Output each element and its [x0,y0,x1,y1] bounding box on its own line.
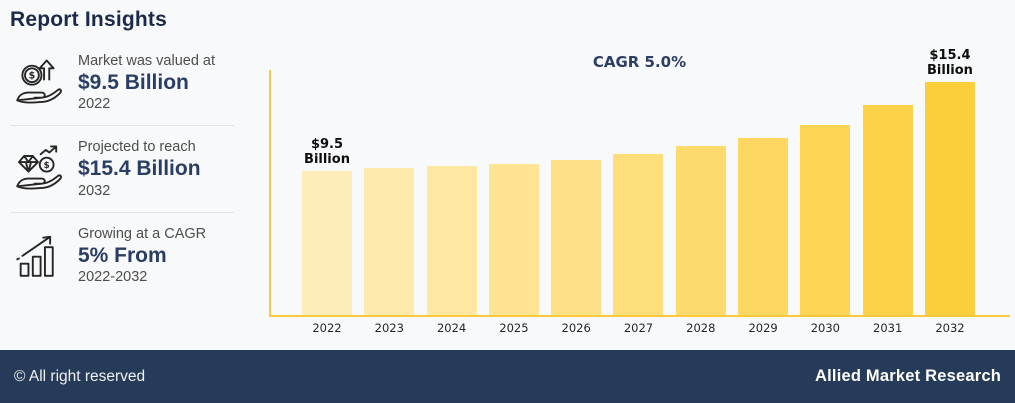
brand-text: Allied Market Research [815,367,1001,385]
insight-item-market-value: $ Market was valued at $9.5 Billion 2022 [10,40,234,125]
money-growth-hand-icon: $ [10,57,66,109]
copyright-text: © All right reserved [14,367,146,385]
bar-column-2032: $15.4 Billion [924,48,975,315]
bar-2032 [924,82,975,315]
bar-column-2027 [613,154,664,315]
x-axis-line [269,315,1010,317]
insight-caption: Market was valued at [78,53,216,69]
bar-2030 [800,125,851,315]
svg-text:$: $ [44,161,50,171]
bar-2022 [302,171,352,315]
footer: © All right reserved Allied Market Resea… [0,350,1015,403]
insight-period: 2022 [78,96,111,113]
insight-item-projection: $ Projected to reach $15.4 Billion 2032 [10,125,234,211]
insight-value: 5% From [78,243,167,267]
bar-column-2025 [488,164,539,315]
bar-2025 [488,164,539,315]
bar-2024 [426,166,477,315]
bar-column-2026 [551,160,602,315]
x-tick-labels: 2022 2023 2024 2025 2026 2027 2028 2029 2030 2031… [302,321,975,335]
x-tick-2024: 2024 [436,321,467,335]
insight-value: $9.5 Billion [78,71,189,94]
bar-column-2030 [800,125,851,315]
x-tick-2028: 2028 [686,321,716,335]
x-tick-2029: 2029 [748,321,778,335]
bar-column-2024 [426,166,477,315]
x-tick-2026: 2026 [561,321,591,335]
bar-2031 [862,105,913,315]
bar-2023 [364,168,415,315]
x-tick-2022: 2022 [312,321,342,335]
bar-2028 [675,146,726,315]
bar-column-2023 [364,168,415,315]
insight-item-cagr: Growing at a CAGR 5% From 2022-2032 [10,211,234,298]
bar-2027 [613,154,664,315]
bar-column-2029 [738,138,789,315]
cagr-annotation: CAGR 5.0% [592,53,687,71]
x-tick-2032: 2032 [935,321,965,335]
bar-column-2028 [675,146,726,315]
svg-text:$: $ [29,70,36,81]
insight-period: 2022-2032 [78,268,148,285]
insight-caption: Projected to reach [78,139,196,156]
report-insights-panel: Report Insights $ Market was valued at $… [0,0,252,298]
insight-period: 2032 [78,182,111,199]
x-tick-2031: 2031 [873,321,903,335]
bar-column-2022: $9.5 Billion [302,137,352,315]
bar-2026 [551,160,602,315]
x-tick-2027: 2027 [623,321,654,335]
market-bar-chart: CAGR 5.0% $9.5 Billion $15.4 Billion 2022 20… [269,48,1010,335]
insight-caption: Growing at a CAGR [78,225,207,242]
x-tick-2025: 2025 [499,321,529,335]
bar-value-label-2032: $15.4 Billion [927,48,973,79]
y-axis-line [269,70,271,317]
x-tick-2023: 2023 [374,321,404,335]
growth-arrow-chart-icon [10,229,66,281]
bar-value-label-2022: $9.5 Billion [304,137,350,168]
bar-2029 [738,138,789,315]
bars-container: $9.5 Billion $15.4 Billion [302,48,975,315]
insight-value: $15.4 Billion [78,157,201,181]
x-tick-2030: 2030 [810,321,841,335]
bar-column-2031 [862,105,913,315]
panel-title: Report Insights [10,8,168,31]
gem-money-hand-icon: $ [10,143,66,195]
